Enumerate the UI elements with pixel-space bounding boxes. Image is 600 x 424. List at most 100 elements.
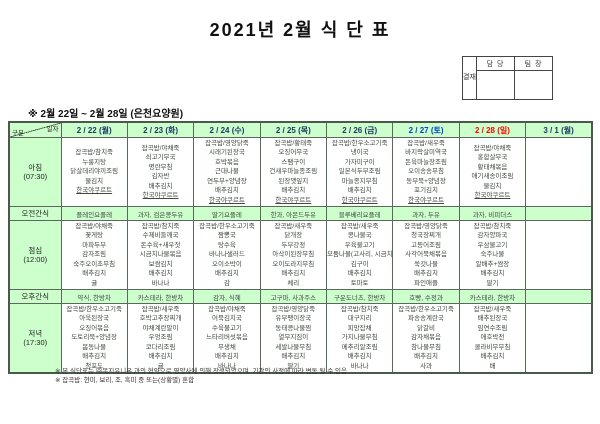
menu-item: 느타리버섯볶음 [206,334,248,342]
menu-item: 돈육마늘장조림 [405,158,447,166]
menu-cell-breakfast-5: 잡곡밥/새우죽 바지락살미역국 돈육마늘장조림 오이송송무침 동부묵+양념장 포기김치 한국… [392,137,460,207]
menu-cell-breakfast-2: 잡곡밥/영양닭죽 시래기된장국 호박볶음 근대나물 연두부+양념장 배추김치 한국야쿠르트 [193,137,261,207]
menu-item: 코다리조림 [145,343,176,351]
menu-item: 과자, 두유 [412,211,440,219]
menu-cell-lunch-0: 잡곡밥/야채죽 꽃게탕 마파두부 감자조림 숙주오이초무침 배추김치 귤 [60,220,128,290]
menu-item: 김구이 [350,260,369,268]
menu-item: 잡곡밥/영양닭죽 [205,139,249,147]
footnotes: ※ 본 식단표는 ㈜복지유니온 과의 협약으로 영양사에 의해 작성되었으며, … [55,367,347,385]
menu-item: 배추된장국 [477,315,508,323]
menu-item: 잡곡밥/야채죽 [75,222,114,230]
menu-item: 근대나물 [214,168,239,176]
menu-item: 잡곡밥/한우소고기죽 [398,305,454,313]
menu-item: 배추김치 [82,270,107,278]
menu-item: 모둠나물(고사리, 시금치) [327,251,393,259]
menu-item: 수제비들깨국 [142,232,179,240]
menu-item: 한국야쿠르트 [341,196,378,204]
menu-item: 배추김치 [214,353,239,361]
menu-cell-lunch-3: 잡곡밥/새우죽 닭개장 두부강정 아삭이된장무침 오이도라지무침 배추김치 체리 [259,220,328,290]
menu-item: 배추김치 [148,270,173,278]
menu-cell-pm-snack-5: 호빵, 수정과 [392,289,460,304]
menu-item: 감자채볶음 [411,334,442,342]
menu-item: 잡곡밥/황태죽 [274,139,313,147]
row-label-line: (07:30) [23,172,48,181]
menu-item: 귤 [91,279,98,287]
menu-item: 과자, 검은콩두유 [137,211,184,219]
menu-item: 포기김치 [414,187,439,195]
menu-item: 봄동나물 [82,343,107,351]
menu-item: 딸기 [486,279,499,287]
menu-item: 된장깻잎지 [278,177,309,185]
menu-item: 잡곡밥/새우죽 [340,222,379,230]
menu-row-breakfast: 아침 (07:30) 잡곡밥/참치죽 누룽지탕 닭살데리야끼조림 물김치 한국야쿠르트 잡곡밥… [8,137,593,207]
menu-cell-breakfast-1: 잡곡밥/야채죽 쇠고기무국 명란무침 김자반 배추김치 한국야쿠르트 [126,137,195,207]
date-header-0: 2 / 22 (월) [60,121,128,138]
menu-item: 시래기된장국 [208,149,245,157]
menu-item: 배추김치 [214,187,239,195]
menu-row-pm-snack: 오후간식 약식, 한방차 카스테라, 한방차 감자, 식혜 고구마, 사과주스 구운도너츠… [8,289,593,304]
menu-item: 딸기요플레 [211,211,242,219]
menu-item: 물김치 [85,177,104,185]
menu-cell-pm-snack-1: 카스테라, 한방차 [126,289,195,304]
menu-item: 플레인요플레 [76,211,113,219]
menu-item: 건새우마늘종조림 [269,168,318,176]
menu-item: 귤 [157,362,164,370]
menu-cell-am-snack-2: 딸기요플레 [193,206,261,221]
menu-item: 동부묵+양념장 [406,177,446,185]
menu-item: 감자양파국 [477,232,508,240]
menu-item: 잡곡밥/새우죽 [473,305,512,313]
menu-cell-breakfast-4: 잡곡밥/한우소고기죽 냉이국 가자미구이 일본식두부조림 마늘종지무침 배추김치 한국야쿠르… [325,137,394,207]
menu-item: 홍합살무국 [477,154,508,161]
menu-item: 사각어묵채볶음 [405,251,447,259]
menu-item: 잡곡밥/야채죽 [208,305,246,313]
menu-table-head: 일자 구분 2 / 22 (월) 2 / 23 (화) 2 / 24 (수) 2 / 25… [8,121,593,138]
menu-item: 딸기 [287,362,300,370]
menu-cell-pm-snack-3: 고구마, 사과주스 [259,289,328,304]
menu-cell-am-snack-3: 한과, 아몬드두유 [259,206,328,221]
menu-item: 대구지리 [347,315,372,323]
menu-item: 가자미구이 [344,158,375,166]
menu-item: 수육불고기 [211,324,242,332]
menu-item: 오징어무국 [278,149,309,157]
menu-item: 잡곡밥/참치죽 [473,222,512,230]
date-header-5: 2 / 27 (토) [392,121,460,138]
date-header-row: 일자 구분 2 / 22 (월) 2 / 23 (화) 2 / 24 (수) 2 / 25… [8,121,593,138]
row-label-dinner: 저녁 (17:30) [8,303,62,374]
menu-item: 아삭이된장무침 [272,251,315,259]
row-label-line: 저녁 [28,329,43,338]
row-label-breakfast: 아침 (07:30) [8,137,62,207]
menu-item: 오이소박이 [211,260,242,268]
menu-item: 배추김치 [347,270,372,278]
menu-item: 명란무침 [148,163,173,171]
date-header-4: 2 / 26 (금) [325,121,394,138]
menu-cell-am-snack-1: 과자, 검은콩두유 [126,206,195,221]
menu-item: 시금치나물볶음 [139,251,182,259]
date-header-3: 2 / 25 (목) [259,121,328,138]
menu-item: 닭살데리야끼조림 [70,168,119,176]
menu-item: 우엉조림 [148,334,173,342]
menu-row-dinner: 저녁 (17:30) 잡곡밥/한우소고기죽 아욱된장국 오징어볶음 도토리묵+양념장 봄동나… [8,303,593,374]
menu-item: 황태채볶음 [477,163,508,171]
menu-cell-breakfast-0: 잡곡밥/참치죽 누룽지탕 닭살데리야끼조림 물김치 한국야쿠르트 [60,137,128,207]
menu-item: 배 [489,362,496,370]
menu-item: 바나나 [350,362,369,370]
approval-sign-cell-damdang [476,70,515,100]
menu-item: 닭개장 [284,232,303,240]
footnote-grains: ※ 잡곡밥: 현미, 보리, 조, 흑미 중 또는(상황별) 혼합 [55,377,195,384]
row-label-line: 오전간식 [21,209,50,218]
menu-item: 메추리알조림 [341,343,378,351]
date-header-2: 2 / 24 (수) [193,121,261,138]
menu-item: 배추김치 [347,187,372,195]
menu-cell-am-snack-0: 플레인요플레 [60,206,128,221]
menu-item: 블루베리요플레 [338,211,381,219]
menu-item: 배추김치 [414,270,439,278]
menu-item: 배추김치 [414,353,439,361]
approval-header-timjang: 팀 장 [514,56,553,71]
menu-table: 일자 구분 2 / 22 (월) 2 / 23 (화) 2 / 24 (수) 2 / 25… [8,121,593,374]
menu-item: 오이도라지무침 [272,260,315,268]
menu-item: 카스테라, 한방차 [137,294,184,302]
menu-item: 호박볶음 [214,158,239,166]
menu-item: 콜라비무무침 [474,343,511,351]
week-range-subtitle: ※ 2월 22일 ~ 2월 28일 (은천요양원) [28,109,184,120]
menu-item: 쑥갓나물 [414,260,439,268]
